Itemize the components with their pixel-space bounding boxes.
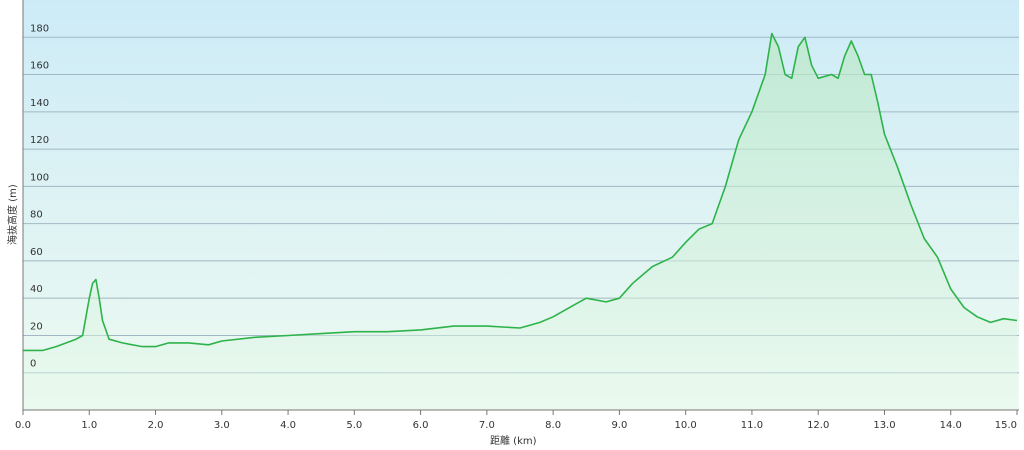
x-tick-label: 2.0 [148,420,164,431]
y-tick-label: 180 [30,23,49,34]
y-tick-label: 60 [30,247,43,258]
y-axis-label: 海抜高度 (m) [6,184,19,245]
y-tick-label: 40 [30,284,43,295]
x-tick-label: 14.0 [940,420,962,431]
y-tick-label: 80 [30,210,43,221]
x-tick-label: 10.0 [675,420,697,431]
elevation-area [23,33,1017,410]
y-tick-labels: 0 20 40 60 80 100 120 140 160 180 [30,23,49,369]
x-tick-label: 9.0 [611,420,627,431]
y-tick-label: 160 [30,61,49,72]
x-tick-label: 5.0 [346,420,362,431]
x-axis-label: 距離 (km) [490,434,537,446]
x-tick-label: 4.0 [280,420,296,431]
x-tick-label: 3.0 [214,420,230,431]
x-tick-label: 1.0 [81,420,97,431]
x-tick-label: 15.0 [995,420,1017,431]
elevation-line [23,32,1018,352]
x-tick-label: 0.0 [15,420,31,431]
y-tick-label: 100 [30,172,49,183]
x-tick-label: 11.0 [741,420,763,431]
x-tick-label: 6.0 [413,420,429,431]
x-tick-label: 7.0 [479,420,495,431]
x-tick-labels: 0.0 1.0 2.0 3.0 4.0 5.0 6.0 7.0 8.0 9.0 10.0 11.0 12… [15,410,1018,431]
x-tick-label: 12.0 [807,420,829,431]
y-tick-label: 140 [30,98,49,109]
y-tick-label: 0 [30,359,36,370]
y-tick-label: 120 [30,135,49,146]
y-tick-label: 20 [30,321,43,332]
x-tick-label: 13.0 [873,420,895,431]
x-tick-label: 8.0 [545,420,561,431]
